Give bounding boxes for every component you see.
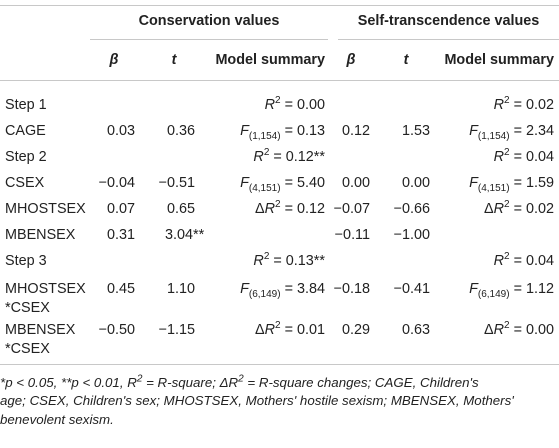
beta-self: −0.18 [333, 281, 370, 297]
model-summary-cons: ΔR2 = 0.01 [254, 320, 325, 338]
model-summary-cons: ΔR2 = 0.12 [254, 199, 325, 217]
t-self: 1.53 [401, 123, 430, 139]
row-label: MBENSEX [5, 322, 76, 338]
model-summary-cons: R2 = 0.12** [253, 147, 325, 165]
col-header-beta-self: β [346, 52, 356, 68]
row-label: MHOSTSEX [5, 281, 86, 297]
col-header-t-cons: t [171, 52, 177, 68]
model-summary-self: F(6,149) = 1.12 [469, 281, 554, 300]
t-cons: −1.15 [158, 322, 195, 338]
model-summary-cons: F(1,154) = 0.13 [240, 123, 325, 142]
model-summary-self: R2 = 0.04 [493, 147, 554, 165]
footnote-line-3: benevolent sexism. [0, 411, 114, 427]
table-top-rule [0, 5, 559, 6]
beta-cons: 0.07 [106, 201, 135, 217]
t-cons: 0.36 [166, 123, 195, 139]
beta-cons: −0.50 [98, 322, 135, 338]
model-summary-cons: R2 = 0.00 [264, 95, 325, 113]
footnote-line-2: age; CSEX, Children's sex; MHOSTSEX, Mot… [0, 393, 514, 409]
row-label: Step 2 [5, 149, 47, 165]
t-self: −0.41 [393, 281, 430, 297]
model-summary-self: F(4,151) = 1.59 [469, 175, 554, 194]
model-summary-self: ΔR2 = 0.02 [483, 199, 554, 217]
row-label: CSEX [5, 175, 45, 191]
table-footnote: *p < 0.05, **p < 0.01, R2 = R-square; ΔR… [0, 374, 559, 429]
col-header-model-summary-self: Model summary [444, 52, 554, 68]
col-header-beta-cons: β [109, 52, 119, 68]
col-header-model-summary-cons: Model summary [215, 52, 325, 68]
t-cons: 3.04** [165, 227, 205, 243]
beta-self: −0.11 [334, 227, 370, 243]
group-header-conservation: Conservation values [138, 13, 280, 29]
beta-cons: −0.04 [98, 175, 135, 191]
beta-cons: 0.03 [106, 123, 135, 139]
row-label: Step 3 [5, 253, 47, 269]
header-bottom-rule [0, 80, 559, 81]
t-cons: −0.51 [158, 175, 195, 191]
t-cons: 0.65 [166, 201, 195, 217]
model-summary-self: R2 = 0.02 [493, 95, 554, 113]
beta-self: 0.29 [341, 322, 370, 338]
row-label: CAGE [5, 123, 46, 139]
table-bottom-rule [0, 364, 559, 365]
row-label: MBENSEX [5, 227, 76, 243]
group-header-self-transcendence: Self-transcendence values [357, 13, 540, 29]
t-self: 0.00 [401, 175, 430, 191]
model-summary-self: F(1,154) = 2.34 [469, 123, 554, 142]
model-summary-cons: R2 = 0.13** [253, 251, 325, 269]
model-summary-cons: F(4,151) = 5.40 [240, 175, 325, 194]
footnote-line-1: *p < 0.05, **p < 0.01, R2 = R-square; ΔR… [0, 373, 479, 390]
beta-self: −0.07 [333, 201, 370, 217]
row-label: Step 1 [5, 97, 47, 113]
model-summary-self: R2 = 0.04 [493, 251, 554, 269]
model-summary-cons: F(6,149) = 3.84 [240, 281, 325, 300]
beta-cons: 0.31 [106, 227, 135, 243]
beta-cons: 0.45 [106, 281, 135, 297]
row-label-continuation: *CSEX [5, 341, 50, 357]
row-label: MHOSTSEX [5, 201, 86, 217]
t-self: −0.66 [393, 201, 430, 217]
beta-self: 0.12 [341, 123, 370, 139]
model-summary-self: ΔR2 = 0.00 [483, 320, 554, 338]
group-rule-conservation [90, 39, 328, 40]
row-label-continuation: *CSEX [5, 300, 50, 316]
col-header-t-self: t [403, 52, 409, 68]
beta-self: 0.00 [341, 175, 370, 191]
t-cons: 1.10 [166, 281, 195, 297]
t-self: 0.63 [401, 322, 430, 338]
group-rule-self-transcendence [338, 39, 559, 40]
t-self: −1.00 [393, 227, 430, 243]
